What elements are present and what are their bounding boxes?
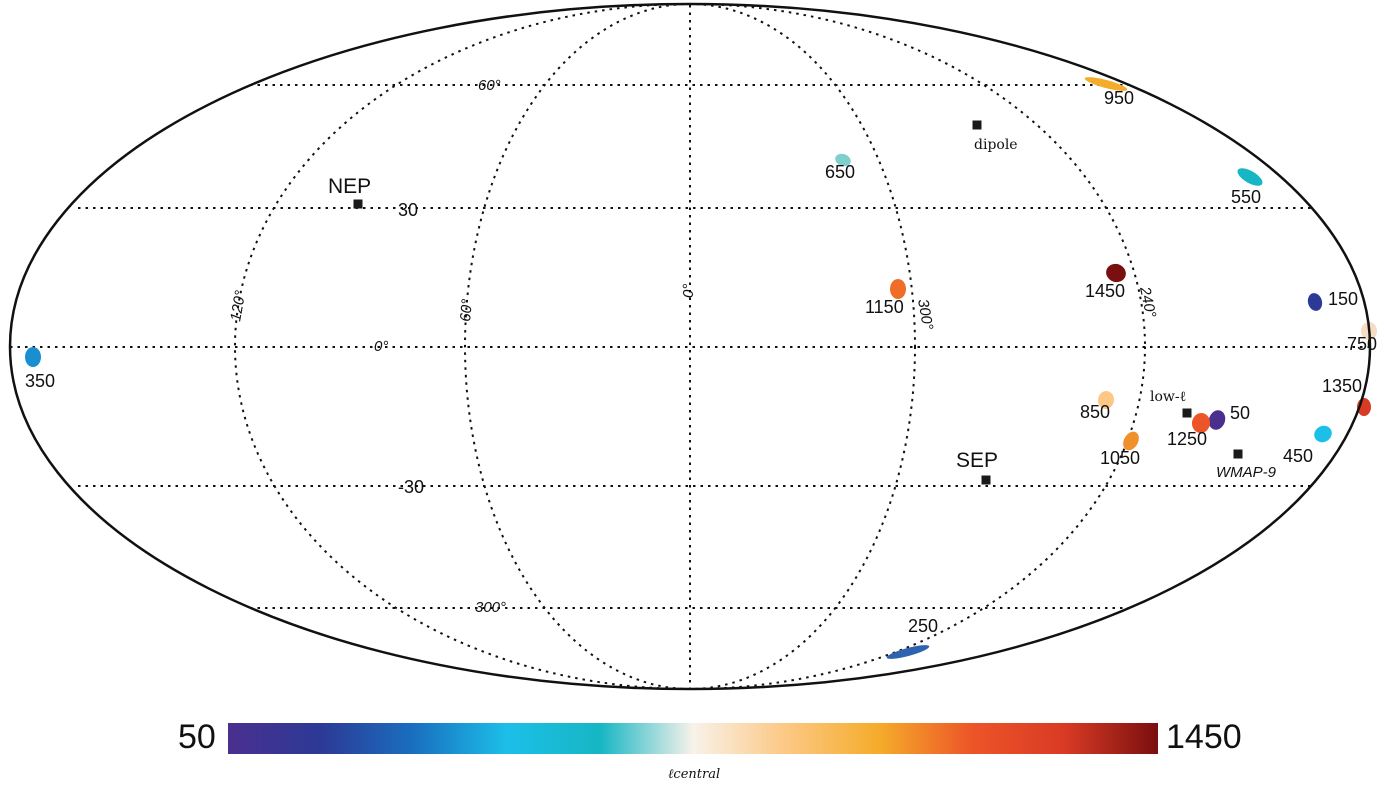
ell-point-label: 550 [1231,187,1261,207]
meridian-label: 240° [1136,284,1159,319]
ell-point-250 [886,645,930,659]
ell-point-650 [835,153,851,167]
meridian-line [234,4,1146,689]
ell-point-1050 [1123,431,1139,451]
ell-point-label: 650 [825,162,855,182]
colorbar-min-label: 50 [178,718,216,756]
ell-point-label: 250 [908,616,938,636]
ell-point-label: 1450 [1085,281,1125,301]
ref-marker-label: NEP [328,175,371,198]
ell-point-label: 950 [1104,88,1134,108]
parallel-label: 300° [475,599,506,616]
ell-point-label: 350 [25,371,55,391]
ell-point-label: 1150 [865,297,904,317]
ell-point-label: 1350 [1322,376,1362,396]
ref-marker-label: WMAP-9 [1216,464,1277,481]
meridian-label: 300° [914,298,936,332]
meridian-label: 0° [680,284,697,298]
parallel-label: 30 [398,200,418,220]
meridian-label: 120° [227,289,249,323]
ref-marker-dipole [972,120,982,130]
ref-marker-label: low-ℓ [1150,389,1187,405]
ell-point-label: 1050 [1100,448,1140,468]
ell-point-label: 150 [1328,289,1358,309]
ell-point-550 [1237,168,1263,186]
ell-point-950 [1084,77,1128,91]
ref-marker-wmap-9 [1233,449,1243,459]
parallel-label: -30 [398,477,424,497]
ell-point-50 [1208,410,1226,430]
ell-point-label: 50 [1230,403,1250,423]
meridian-label: 60° [457,298,476,322]
sky-boundary [8,2,1372,691]
ell-point-850 [1097,391,1115,409]
ell-point-label: 750 [1347,334,1377,354]
ell-point-350 [25,347,41,367]
ref-marker-label: dipole [974,137,1018,153]
ell-point-label: 850 [1080,402,1110,422]
parallel-label: 0° [374,338,388,355]
ref-marker-label: SEP [956,449,998,472]
ell-point-label: 1250 [1167,429,1207,449]
ell-point-1450 [1106,263,1126,283]
ref-marker-low- [1182,408,1192,418]
colorbar-max-label: 1450 [1166,718,1242,756]
ell-point-150 [1307,293,1323,311]
ell-point-1150 [890,279,906,299]
ref-marker-nep [353,199,363,209]
ell-point-1250 [1191,413,1211,433]
colorbar-axis-label: ℓcentral [668,767,721,782]
reference-points: NEP SEP dipole low-ℓ WMAP-9 [328,120,1277,485]
graticule-labels: 30 -30 60° 0° 300° 300° 240° 0° 60° 120° [227,77,1159,616]
meridian-line [464,4,916,689]
ell-point-450 [1314,425,1332,443]
colorbar [228,723,1158,754]
ell-point-label: 450 [1283,446,1313,466]
multipole-points: 50 150 250 350 450 550 650 750 850 950 1050 1150 125… [25,77,1377,659]
ref-marker-sep [981,475,991,485]
graticule [10,4,1370,689]
parallel-label: 60° [478,77,501,94]
